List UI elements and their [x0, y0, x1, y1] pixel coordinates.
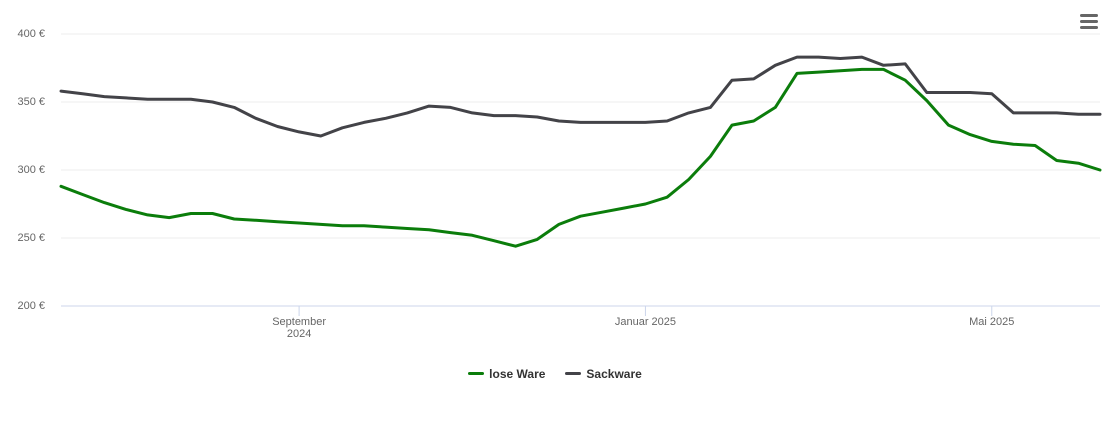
y-tick-label: 400 € [17, 28, 45, 40]
legend-swatch [565, 372, 582, 375]
legend-label: lose Ware [489, 366, 546, 381]
y-tick-label: 250 € [17, 232, 45, 244]
x-tick-label: Mai 2025 [969, 316, 1015, 328]
y-tick-label: 300 € [17, 164, 45, 176]
series-line [59, 55, 1102, 138]
series-line [59, 67, 1102, 248]
x-tick-label: Januar 2025 [614, 316, 677, 328]
legend: lose Ware Sackware [0, 364, 1110, 381]
legend-item[interactable]: Sackware [565, 366, 642, 381]
legend-item[interactable]: lose Ware [468, 367, 545, 381]
y-tick-label: 350 € [17, 96, 45, 108]
x-tick-label: September 2024 [272, 316, 326, 340]
y-tick-label: 200 € [17, 300, 45, 312]
legend-swatch [468, 372, 485, 375]
menu-button[interactable] [1080, 14, 1098, 29]
legend-label: Sackware [586, 366, 642, 381]
